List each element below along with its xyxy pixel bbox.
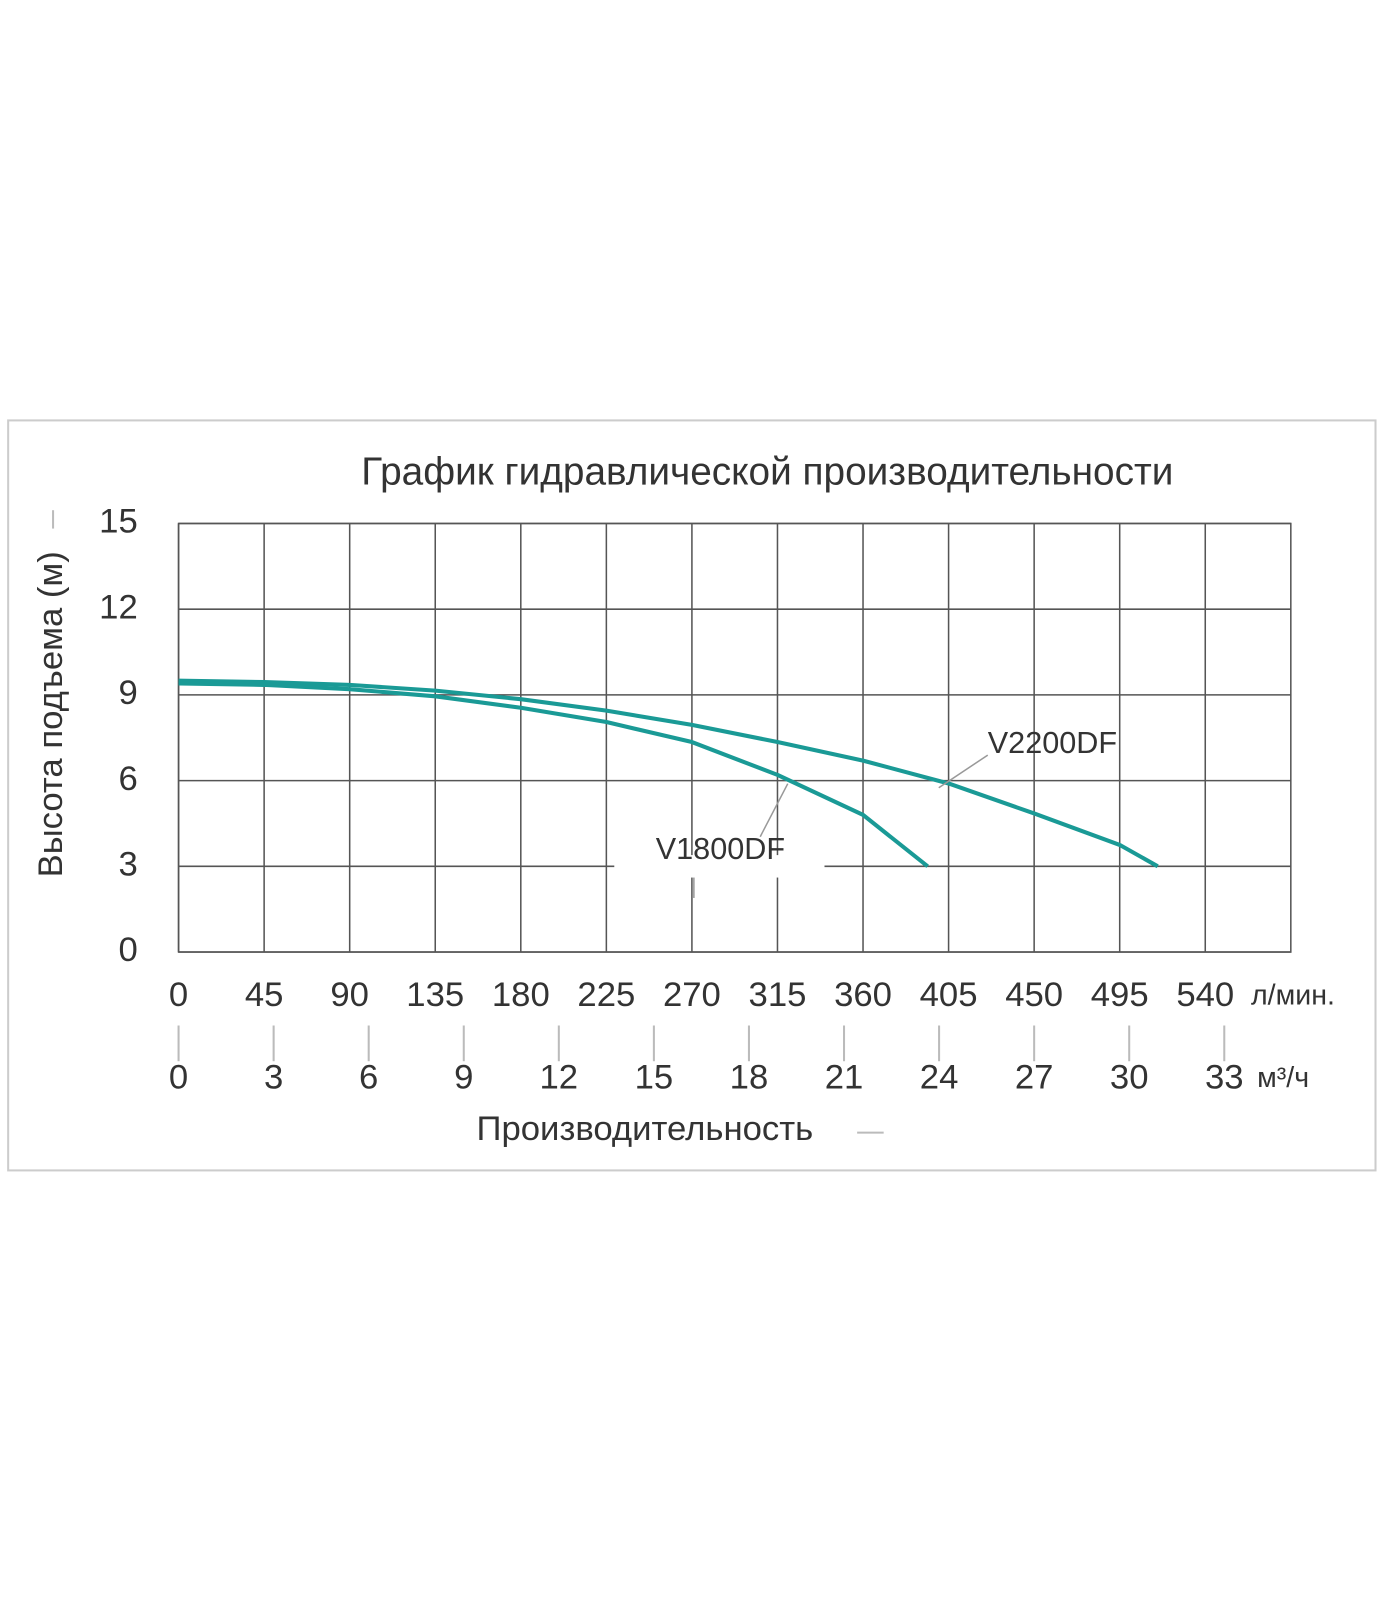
x2-tick-label: 24 [920, 1059, 959, 1097]
x-axis-label: Производительность [477, 1110, 814, 1148]
x-tick-label: 45 [245, 976, 284, 1014]
x-tick-label: 90 [330, 976, 369, 1014]
x2-tick-label: 15 [635, 1059, 674, 1097]
x2-tick-label: 18 [730, 1059, 769, 1097]
y-tick-label: 12 [99, 588, 138, 626]
frame [7, 419, 1377, 1172]
y-tick-label: 0 [118, 931, 137, 969]
x2-tick-label: 30 [1110, 1059, 1149, 1097]
x-tick-label: 360 [834, 976, 892, 1014]
y-tick-label: 3 [118, 845, 137, 883]
x2-tick-label: 33 [1205, 1059, 1244, 1097]
label-backdrop [614, 855, 825, 878]
x2-unit: м³/ч [1257, 1062, 1309, 1094]
x2-tick-label: 3 [264, 1059, 283, 1097]
line [178, 681, 929, 868]
chart-title: График гидравлической производительности [361, 451, 1173, 494]
x-tick-label: 180 [492, 976, 550, 1014]
y-axis-label: Высота подъема (м) [32, 551, 70, 877]
x-tick-label: 495 [1091, 976, 1149, 1014]
y-tick-label: 15 [99, 503, 138, 541]
x-tick-label: 270 [663, 976, 721, 1014]
x-tick-label: 0 [169, 976, 188, 1014]
series-label: V2200DF [988, 726, 1117, 760]
leader-line [938, 754, 989, 789]
x-tick-label: 315 [749, 976, 807, 1014]
x-tick-label: 540 [1176, 976, 1234, 1014]
plot-area [177, 522, 1292, 953]
x-tick-label: 405 [920, 976, 978, 1014]
x2-tick-label: 21 [825, 1059, 864, 1097]
x2-tick-label: 0 [169, 1059, 188, 1097]
x-tick-label: 225 [577, 976, 635, 1014]
x-unit: л/мин. [1251, 979, 1335, 1011]
leader-line [759, 783, 789, 838]
series-label: V1800DF [656, 832, 785, 866]
x2-tick-label: 12 [540, 1059, 579, 1097]
x-tick-label: 450 [1005, 976, 1063, 1014]
x-tick-label: 135 [406, 976, 464, 1014]
line [178, 678, 1159, 869]
x2-tick-label: 9 [454, 1059, 473, 1097]
y-tick-label: 9 [118, 674, 137, 712]
x2-tick-label: 6 [359, 1059, 378, 1097]
y-tick-label: 6 [118, 760, 137, 798]
x2-tick-label: 27 [1015, 1059, 1054, 1097]
